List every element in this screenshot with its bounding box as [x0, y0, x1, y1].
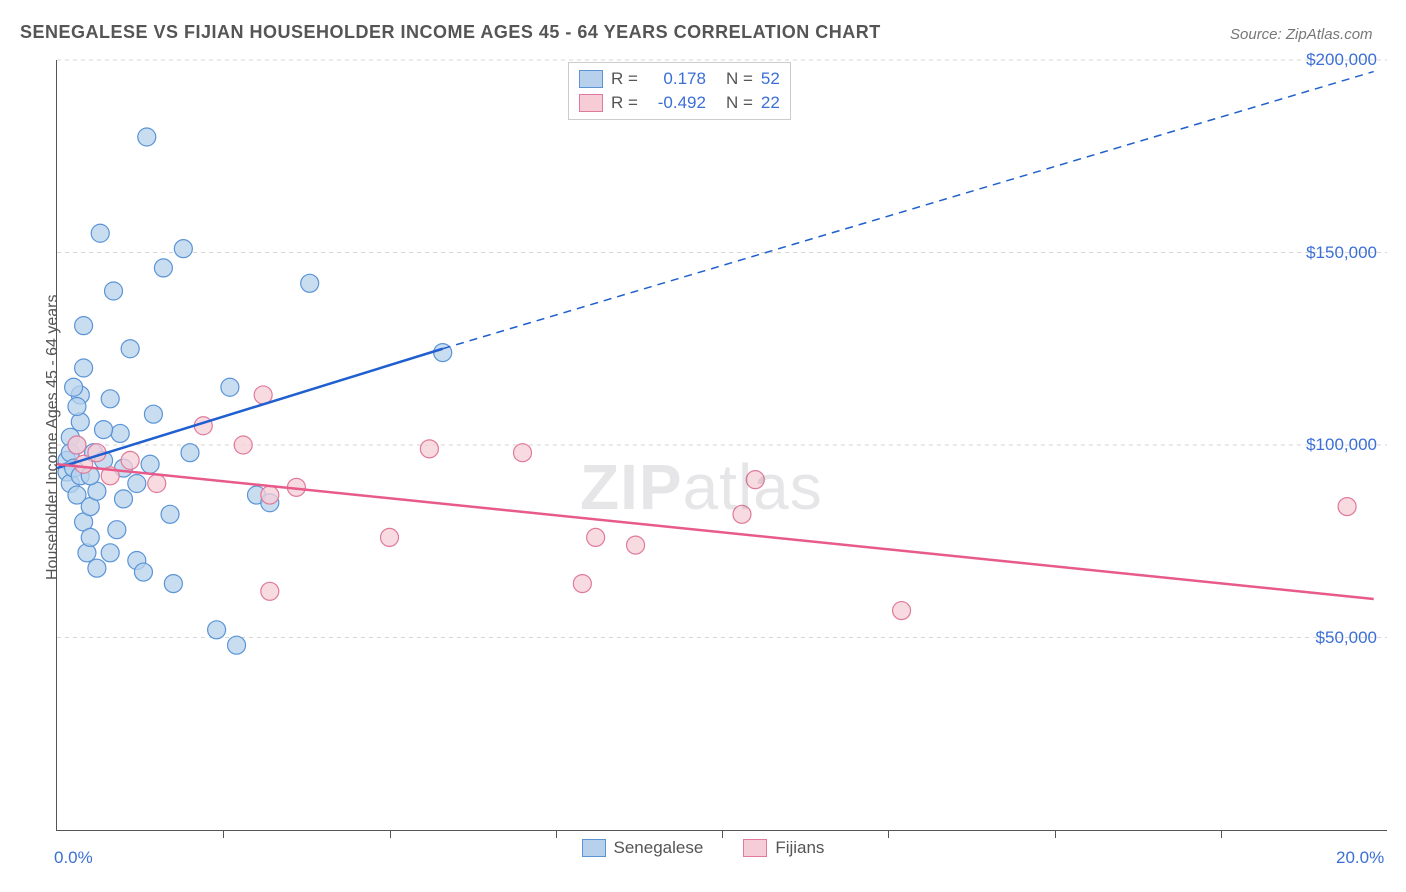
- data-point: [208, 621, 226, 639]
- data-point: [420, 440, 438, 458]
- watermark-light: atlas: [683, 451, 823, 523]
- data-point: [108, 521, 126, 539]
- data-point: [121, 340, 139, 358]
- x-tick: [1221, 830, 1222, 838]
- data-point: [111, 424, 129, 442]
- data-point: [181, 444, 199, 462]
- r-label: R =: [611, 67, 638, 91]
- data-point: [381, 528, 399, 546]
- data-point: [115, 490, 133, 508]
- n-value: 52: [761, 67, 780, 91]
- legend-item: Fijians: [743, 838, 824, 858]
- data-point: [88, 559, 106, 577]
- data-point: [261, 486, 279, 504]
- data-point: [121, 451, 139, 469]
- data-point: [138, 128, 156, 146]
- data-point: [301, 274, 319, 292]
- series-swatch: [579, 94, 603, 112]
- y-tick-label: $100,000: [1306, 435, 1377, 455]
- data-point: [75, 317, 93, 335]
- data-point: [144, 405, 162, 423]
- chart-title: SENEGALESE VS FIJIAN HOUSEHOLDER INCOME …: [20, 22, 881, 43]
- series-legend: Senegalese Fijians: [582, 838, 825, 858]
- x-axis-min-label: 0.0%: [54, 848, 93, 868]
- data-point: [91, 224, 109, 242]
- data-point: [573, 575, 591, 593]
- data-point: [154, 259, 172, 277]
- stats-legend-box: R = 0.178 N = 52 R = -0.492 N = 22: [568, 62, 791, 120]
- data-point: [1338, 498, 1356, 516]
- data-point: [234, 436, 252, 454]
- data-point: [95, 421, 113, 439]
- data-point: [101, 544, 119, 562]
- r-value: 0.178: [646, 67, 706, 91]
- x-tick: [722, 830, 723, 838]
- r-label: R =: [611, 91, 638, 115]
- data-point: [105, 282, 123, 300]
- n-value: 22: [761, 91, 780, 115]
- x-axis-max-label: 20.0%: [1336, 848, 1384, 868]
- data-point: [134, 563, 152, 581]
- stats-row: R = -0.492 N = 22: [579, 91, 780, 115]
- series-swatch: [579, 70, 603, 88]
- data-point: [128, 475, 146, 493]
- data-point: [164, 575, 182, 593]
- source-attribution: Source: ZipAtlas.com: [1230, 26, 1373, 43]
- r-value: -0.492: [646, 91, 706, 115]
- data-point: [587, 528, 605, 546]
- data-point: [893, 602, 911, 620]
- data-point: [627, 536, 645, 554]
- y-tick-label: $200,000: [1306, 50, 1377, 70]
- x-tick: [1055, 830, 1056, 838]
- legend-label: Fijians: [775, 838, 824, 858]
- x-tick: [223, 830, 224, 838]
- data-point: [221, 378, 239, 396]
- stats-row: R = 0.178 N = 52: [579, 67, 780, 91]
- data-point: [68, 398, 86, 416]
- watermark: ZIPatlas: [580, 450, 823, 524]
- plot-area: $50,000$100,000$150,000$200,000: [56, 60, 1387, 831]
- y-tick-label: $150,000: [1306, 243, 1377, 263]
- legend-label: Senegalese: [614, 838, 704, 858]
- x-tick: [556, 830, 557, 838]
- data-point: [68, 436, 86, 454]
- data-point: [161, 505, 179, 523]
- legend-swatch: [743, 839, 767, 857]
- data-point: [65, 378, 83, 396]
- y-tick-label: $50,000: [1316, 628, 1377, 648]
- n-label: N =: [726, 67, 753, 91]
- data-point: [101, 390, 119, 408]
- legend-swatch: [582, 839, 606, 857]
- data-point: [81, 528, 99, 546]
- data-point: [514, 444, 532, 462]
- data-point: [148, 475, 166, 493]
- legend-item: Senegalese: [582, 838, 704, 858]
- x-tick: [888, 830, 889, 838]
- data-point: [75, 359, 93, 377]
- plot-svg: [57, 60, 1387, 830]
- data-point: [228, 636, 246, 654]
- x-tick: [390, 830, 391, 838]
- data-point: [261, 582, 279, 600]
- data-point: [174, 240, 192, 258]
- watermark-bold: ZIP: [580, 451, 683, 523]
- n-label: N =: [726, 91, 753, 115]
- data-point: [141, 455, 159, 473]
